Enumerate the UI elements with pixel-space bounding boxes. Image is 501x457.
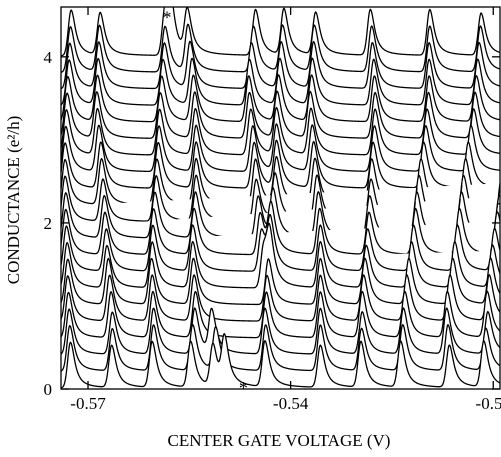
trace-line — [61, 123, 500, 173]
trace-line — [61, 332, 500, 389]
x-tick-label: -0.54 — [273, 394, 309, 413]
x-tick-label: -0.57 — [70, 394, 106, 413]
trace-line — [61, 106, 500, 156]
y-tick-label: 0 — [44, 380, 53, 399]
trace-line — [61, 90, 500, 139]
trace-line — [61, 200, 500, 256]
x-axis-label: CENTER GATE VOLTAGE (V) — [168, 431, 391, 450]
y-axis-label: CONDUCTANCE (e²/h) — [4, 116, 23, 285]
plot-frame — [60, 6, 501, 390]
x-tick-label: -0.51 — [476, 394, 501, 413]
trace-layer — [61, 7, 500, 389]
trace-line — [61, 307, 500, 355]
trace-line — [61, 290, 500, 339]
asterisk-annotation: * — [239, 378, 248, 398]
y-tick-label: 2 — [44, 214, 53, 233]
trace-line — [61, 213, 500, 272]
tick-layer: -0.57 -0.54 -0.51 0 2 4 — [44, 7, 501, 413]
trace-line — [61, 139, 500, 189]
annotation-layer: ** — [163, 8, 248, 398]
trace-line — [61, 323, 500, 372]
asterisk-annotation: * — [163, 8, 172, 28]
y-tick-label: 4 — [44, 48, 53, 67]
trace-line — [61, 273, 500, 322]
trace-line — [61, 257, 500, 306]
trace-line — [61, 73, 500, 123]
